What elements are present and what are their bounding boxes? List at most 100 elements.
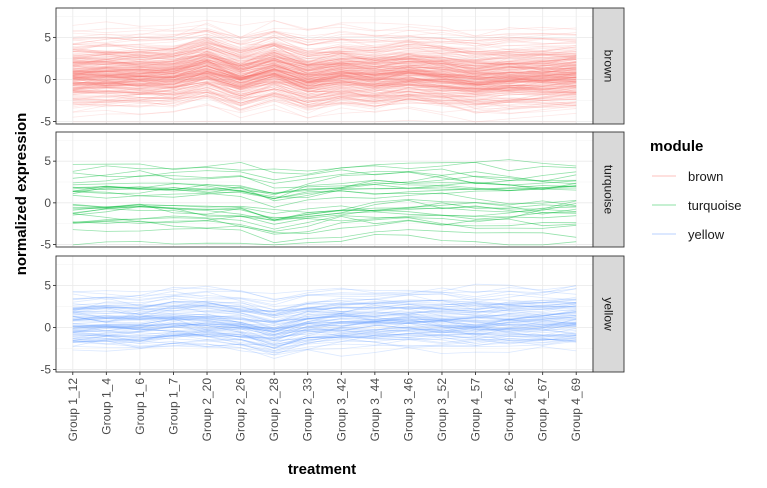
gene-line xyxy=(72,312,577,330)
gene-line xyxy=(72,78,577,92)
gene-line xyxy=(72,71,577,91)
panel-background xyxy=(56,256,593,372)
gene-line xyxy=(72,59,577,79)
gene-line xyxy=(72,78,577,90)
gene-line xyxy=(72,342,577,359)
y-tick-label: -5 xyxy=(40,114,51,128)
gene-line xyxy=(72,39,577,53)
gene-line xyxy=(72,30,577,48)
gene-line xyxy=(72,64,577,81)
facet-strip-label: turquoise xyxy=(602,165,616,215)
gene-line xyxy=(72,199,577,222)
gene-line xyxy=(72,48,577,69)
gene-line xyxy=(72,318,577,334)
gene-line xyxy=(72,285,577,306)
gene-line xyxy=(72,75,577,93)
gene-line xyxy=(72,59,577,73)
gene-line xyxy=(72,303,577,323)
gene-line xyxy=(72,72,577,86)
gene-line xyxy=(72,63,577,78)
gene-line xyxy=(72,217,577,235)
gene-line xyxy=(72,70,577,89)
gene-line xyxy=(72,55,577,84)
gene-line xyxy=(72,83,577,100)
gene-line xyxy=(72,327,577,340)
y-tick-label: 0 xyxy=(44,320,51,334)
gene-line xyxy=(72,51,577,69)
gene-line xyxy=(72,72,577,93)
x-tick-label: Group 1_7 xyxy=(166,378,180,435)
gene-line xyxy=(72,338,577,354)
x-tick-label: Group 4_69 xyxy=(569,378,583,442)
gene-line xyxy=(72,66,577,90)
gene-line xyxy=(72,36,577,54)
gene-line xyxy=(72,60,577,75)
gene-line xyxy=(72,76,577,93)
x-tick-label: Group 2_33 xyxy=(301,378,315,442)
gene-line xyxy=(72,27,577,44)
gene-line xyxy=(72,46,577,70)
legend-item-turquoise: turquoise xyxy=(652,198,741,213)
y-axis-label: normalized expression xyxy=(13,113,30,276)
gene-line xyxy=(72,91,577,104)
gene-line xyxy=(72,303,577,316)
grid xyxy=(56,132,593,247)
gene-line xyxy=(72,104,577,119)
gene-line xyxy=(72,297,577,317)
gene-line xyxy=(72,61,577,87)
gene-line xyxy=(72,75,577,90)
gene-line xyxy=(72,213,577,224)
gene-line xyxy=(72,37,577,58)
gene-line xyxy=(72,83,577,101)
gene-line xyxy=(72,52,577,67)
gene-line xyxy=(72,303,577,317)
gene-line xyxy=(72,334,577,356)
gene-line xyxy=(72,330,577,346)
gene-line xyxy=(72,69,577,87)
gene-line xyxy=(72,72,577,96)
gene-line xyxy=(72,41,577,64)
gene-line xyxy=(72,53,577,68)
gene-line xyxy=(72,48,577,69)
gene-line xyxy=(72,44,577,66)
gene-line xyxy=(72,325,577,339)
gene-line xyxy=(72,71,577,84)
gene-line xyxy=(72,71,577,96)
gene-line xyxy=(72,91,577,111)
gene-line xyxy=(72,299,577,324)
gene-line xyxy=(72,68,577,83)
gene-line xyxy=(72,202,577,221)
gene-line xyxy=(72,291,577,311)
gene-line xyxy=(72,59,577,77)
gene-line xyxy=(72,58,577,78)
gene-line xyxy=(72,60,577,77)
gene-line xyxy=(72,298,577,312)
gene-line xyxy=(72,41,577,60)
x-tick-label: Group 1_12 xyxy=(66,378,80,442)
gene-line xyxy=(72,70,577,87)
gene-line xyxy=(72,57,577,72)
gene-line xyxy=(72,285,577,301)
gene-line xyxy=(72,334,577,349)
gene-line xyxy=(72,315,577,331)
gene-line xyxy=(72,74,577,94)
gene-line xyxy=(72,59,577,76)
gene-line xyxy=(72,40,577,61)
gene-line xyxy=(72,65,577,84)
gene-line xyxy=(72,50,577,71)
gene-line xyxy=(72,206,577,221)
gene-line xyxy=(72,47,577,69)
gene-line xyxy=(72,74,577,91)
gene-line xyxy=(72,324,577,343)
gene-line xyxy=(72,66,577,86)
legend-label: brown xyxy=(688,169,723,184)
gene-line xyxy=(72,312,577,325)
gene-line xyxy=(72,70,577,86)
gene-line xyxy=(72,65,577,85)
gene-line xyxy=(72,298,577,316)
gene-line xyxy=(72,188,577,199)
gene-line xyxy=(72,332,577,349)
gene-line xyxy=(72,50,577,70)
gene-line xyxy=(72,44,577,65)
gene-line xyxy=(72,51,577,71)
